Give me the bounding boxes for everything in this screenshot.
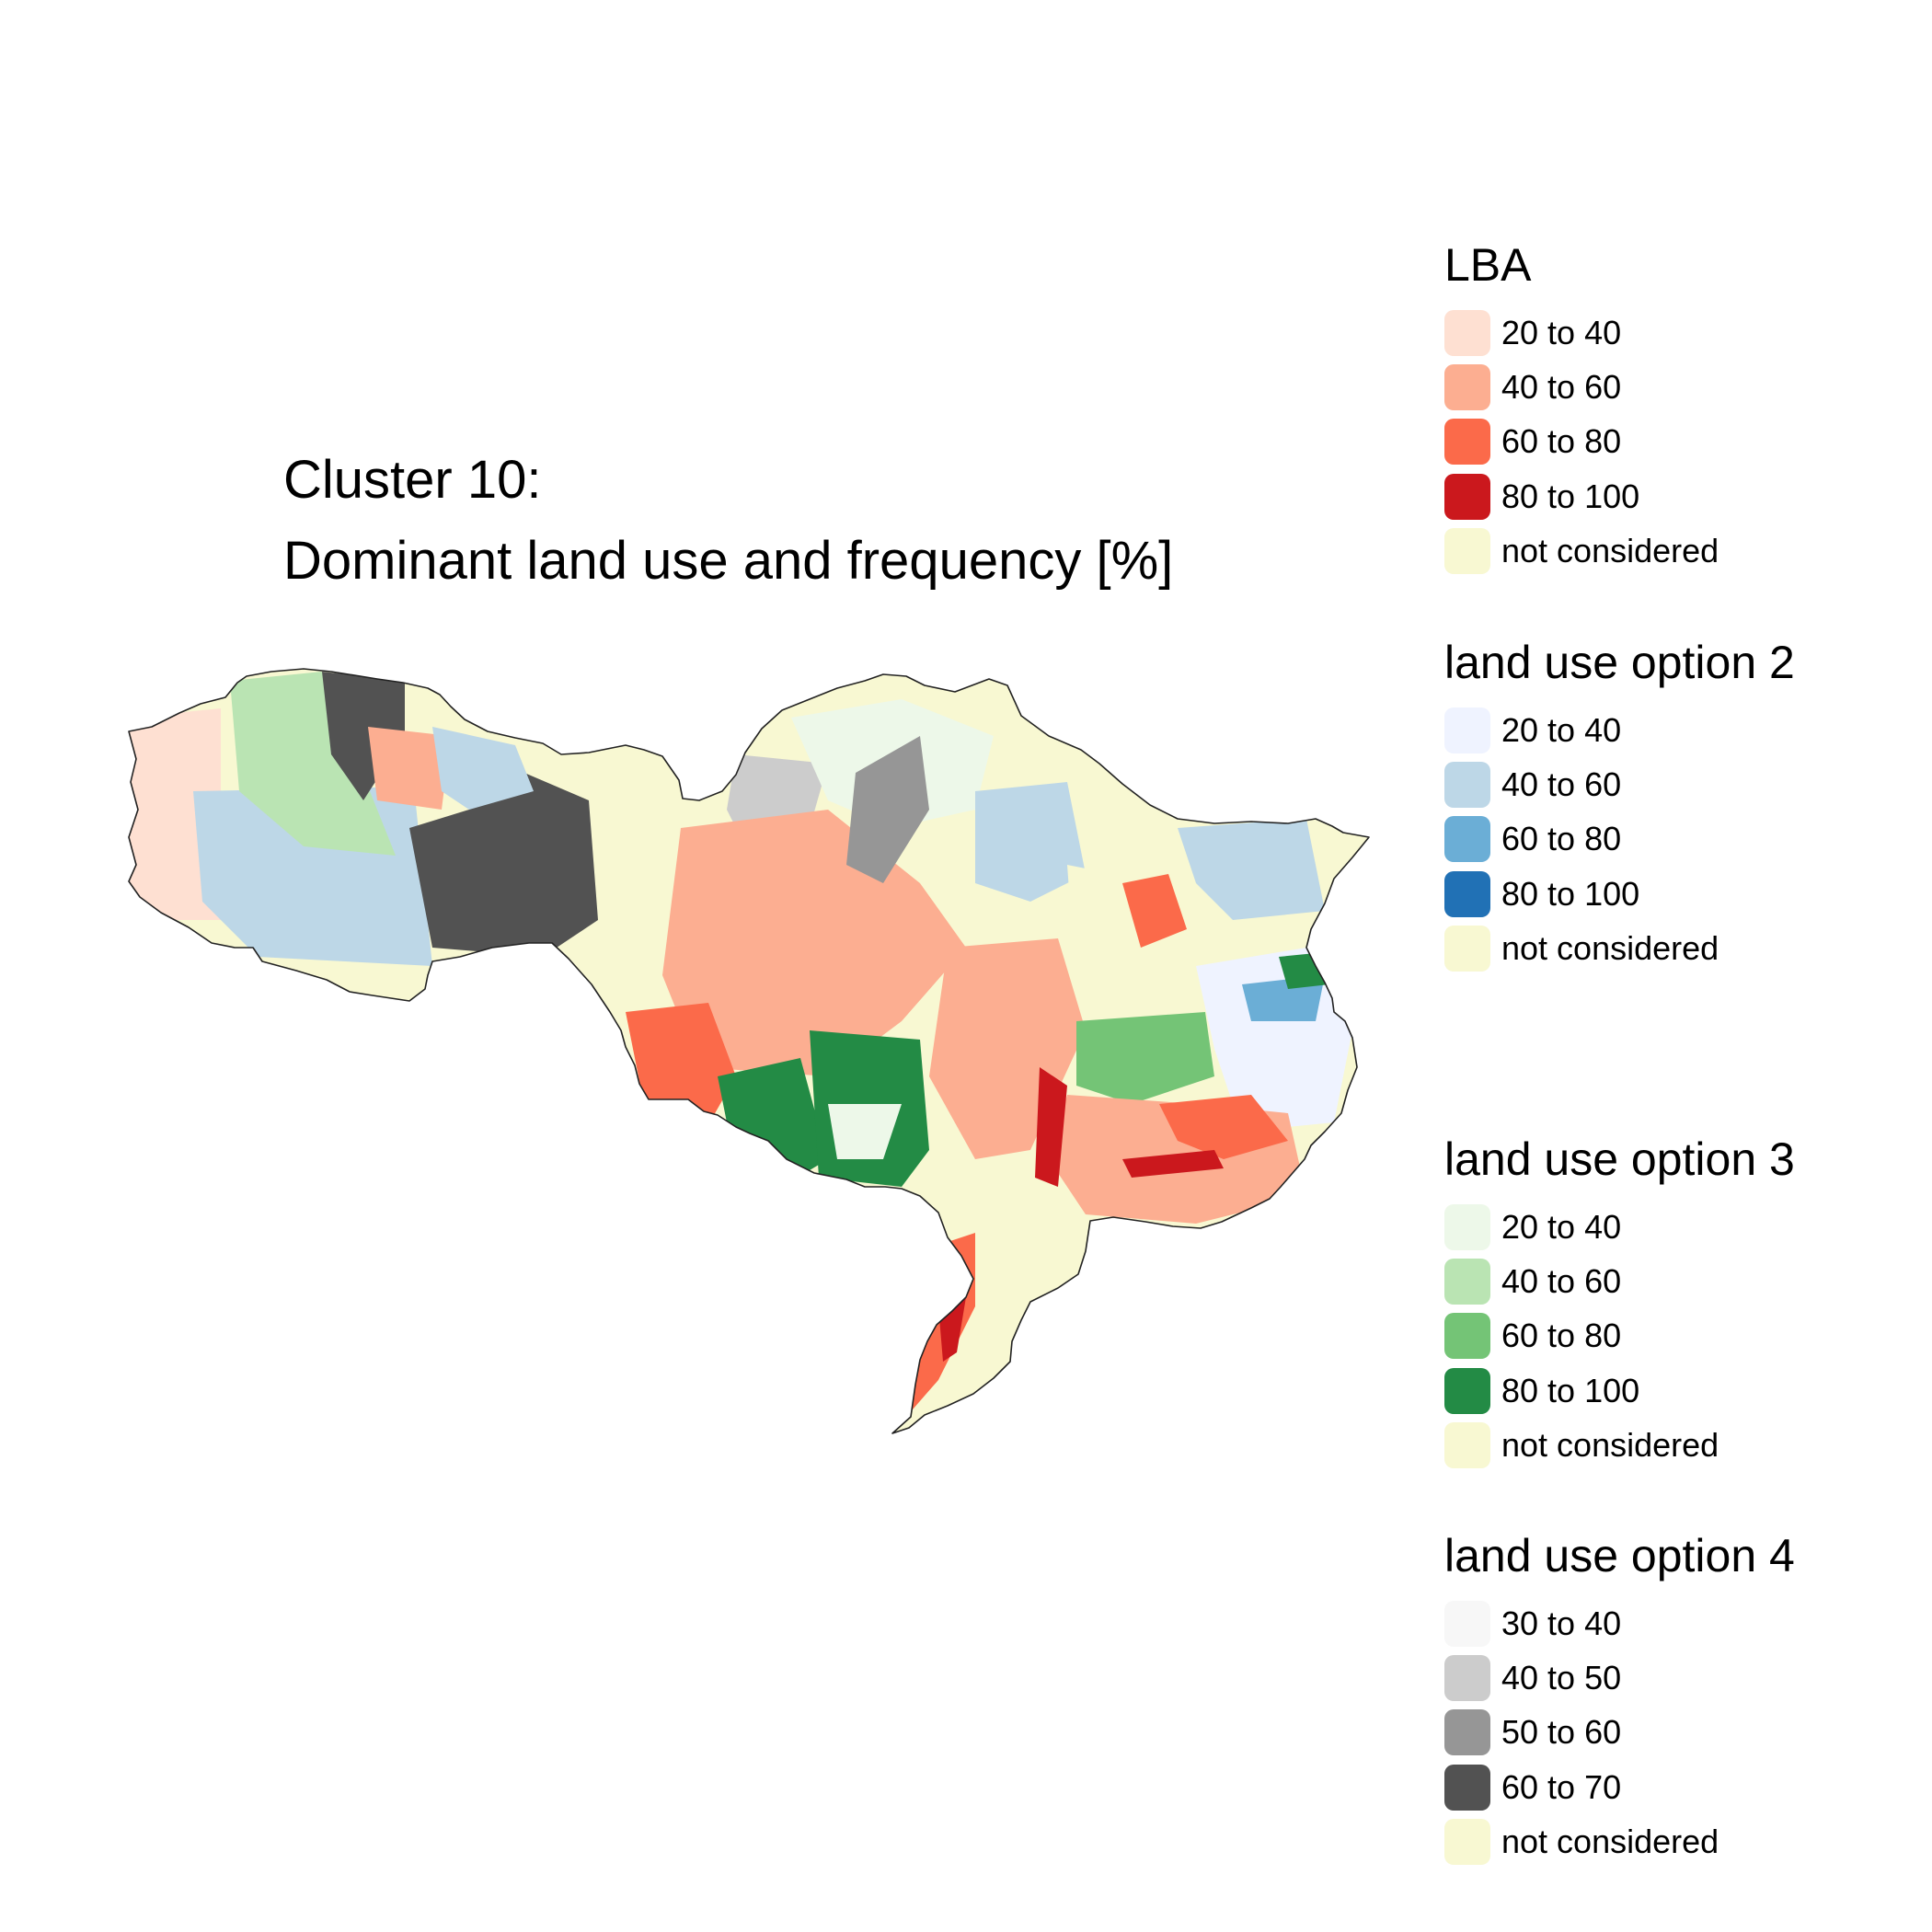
legend-swatch [1444, 527, 1490, 574]
legend-label: not considered [1501, 928, 1719, 967]
legend-land-use-option-4: land use option 4 30 to 40 40 to 50 50 t… [1444, 1528, 1795, 1869]
legend-item: 60 to 70 [1444, 1760, 1795, 1814]
legend-item: 60 to 80 [1444, 415, 1719, 469]
legend-swatch [1444, 1764, 1490, 1811]
legend-item: 50 to 60 [1444, 1706, 1795, 1760]
map-patch-lba-60-80 [1122, 874, 1187, 948]
map-patch-opt4-60-70-b [409, 773, 598, 957]
map-patch-lba-20-40 [129, 708, 221, 920]
map-patch-opt3-20-40-b [828, 1104, 902, 1159]
legend-item: 40 to 60 [1444, 360, 1719, 414]
legend-swatch [1444, 925, 1490, 972]
region-outline [128, 668, 1370, 1434]
legend-item: 80 to 100 [1444, 469, 1719, 523]
legend-label: not considered [1501, 1822, 1719, 1860]
legend-label: 80 to 100 [1501, 477, 1640, 515]
map-title-line-1: Cluster 10: [283, 450, 542, 510]
legend-label: 80 to 100 [1501, 874, 1640, 913]
legend-land-use-option-2: land use option 2 20 to 40 40 to 60 60 t… [1444, 635, 1795, 975]
legend-item: not considered [1444, 1418, 1795, 1472]
legend-label: 60 to 70 [1501, 1767, 1622, 1806]
map-patch-lba-80-100 [1122, 1150, 1224, 1178]
legend-swatch [1444, 1600, 1490, 1647]
legend-label: not considered [1501, 1425, 1719, 1464]
legend-label: 40 to 60 [1501, 367, 1622, 406]
legend-label: 20 to 40 [1501, 710, 1622, 749]
legend-label: 60 to 80 [1501, 1317, 1622, 1355]
map-patch-lba-60-80-b [1159, 1095, 1288, 1159]
legend-label: 20 to 40 [1501, 313, 1622, 351]
legend-lba: LBA 20 to 40 40 to 60 60 to 80 80 to 100… [1444, 237, 1719, 578]
legend-label: not considered [1501, 531, 1719, 569]
map-title-line-2: Dominant land use and frequency [%] [283, 531, 1174, 591]
legend-item: not considered [1444, 921, 1795, 975]
map-patch-opt2-40-60-c [975, 782, 1086, 902]
legend-item: 20 to 40 [1444, 305, 1719, 360]
legend-swatch [1444, 363, 1490, 410]
legend-item: 40 to 60 [1444, 757, 1795, 811]
map-title: Cluster 10: Dominant land use and freque… [283, 440, 1173, 602]
legend-swatch [1444, 1258, 1490, 1305]
legend-label: 80 to 100 [1501, 1371, 1640, 1409]
legend-title: land use option 3 [1444, 1133, 1795, 1185]
map-patch-opt3-40-60 [230, 672, 396, 856]
legend-swatch [1444, 473, 1490, 520]
legend-item: 40 to 60 [1444, 1254, 1795, 1308]
legend-land-use-option-3: land use option 3 20 to 40 40 to 60 60 t… [1444, 1132, 1795, 1472]
legend-item: not considered [1444, 1814, 1795, 1869]
legend-item: 20 to 40 [1444, 703, 1795, 757]
legend-label: 60 to 80 [1501, 422, 1622, 461]
map-patch-opt3-60-80 [1076, 1012, 1214, 1104]
legend-item: 60 to 80 [1444, 1309, 1795, 1363]
legend-swatch [1444, 1313, 1490, 1360]
map-patch-lba-80-100-b [1035, 1067, 1067, 1187]
legend-title: LBA [1444, 239, 1532, 291]
map-regions [128, 668, 1370, 1434]
legend-swatch [1444, 1818, 1490, 1865]
legend-label: 40 to 50 [1501, 1658, 1622, 1696]
legend-title: land use option 4 [1444, 1530, 1795, 1581]
legend-item: 80 to 100 [1444, 1363, 1795, 1418]
map-patch-opt4-50-60 [846, 736, 929, 883]
legend-item: 40 to 50 [1444, 1650, 1795, 1705]
legend-swatch [1444, 1421, 1490, 1468]
map-patch-lba-40-60 [368, 727, 451, 810]
map-patch-opt2-40-60-b [432, 727, 534, 810]
legend-swatch [1444, 1654, 1490, 1701]
legend-swatch [1444, 419, 1490, 466]
legend-swatch [1444, 761, 1490, 808]
legend-swatch [1444, 309, 1490, 356]
legend-swatch [1444, 1203, 1490, 1250]
legend-label: 20 to 40 [1501, 1207, 1622, 1246]
legend-swatch [1444, 870, 1490, 917]
legend-swatch [1444, 816, 1490, 863]
map-patch-opt2-40-60-d [1178, 819, 1325, 920]
legend-label: 40 to 60 [1501, 765, 1622, 803]
map-patch-lba-40-60-b [662, 810, 966, 1076]
legend-swatch [1444, 707, 1490, 753]
legend-label: 40 to 60 [1501, 1261, 1622, 1300]
legend-item: 80 to 100 [1444, 867, 1795, 921]
legend-swatch [1444, 1367, 1490, 1414]
legend-swatch [1444, 1709, 1490, 1756]
legend-title: land use option 2 [1444, 637, 1795, 688]
legend-item: not considered [1444, 523, 1719, 578]
legend-item: 30 to 40 [1444, 1596, 1795, 1650]
legend-label: 60 to 80 [1501, 820, 1622, 858]
legend-item: 60 to 80 [1444, 812, 1795, 867]
legend-label: 50 to 60 [1501, 1713, 1622, 1752]
legend-item: 20 to 40 [1444, 1200, 1795, 1254]
legend-label: 30 to 40 [1501, 1604, 1622, 1642]
